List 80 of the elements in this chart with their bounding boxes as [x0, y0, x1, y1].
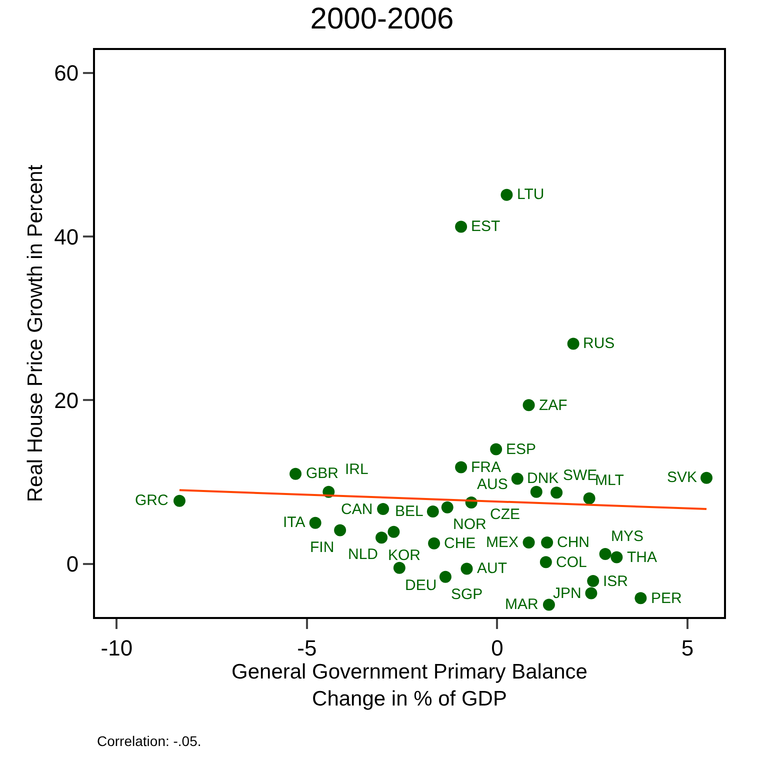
x-tick-label: -5 — [297, 635, 317, 660]
annotation: ISR — [603, 573, 628, 590]
point — [441, 501, 454, 514]
annotation: RUS — [583, 335, 615, 352]
point — [455, 220, 468, 233]
annotation: LTU — [517, 186, 544, 203]
point — [585, 587, 598, 600]
point — [309, 516, 322, 529]
x-tick-label: 0 — [491, 635, 504, 660]
point — [634, 592, 647, 604]
annotation: ZAF — [539, 397, 568, 414]
annotation: EST — [471, 218, 500, 235]
annotation: CZE — [490, 506, 520, 523]
annotation: NLD — [348, 546, 378, 563]
annotation: ESP — [506, 441, 536, 458]
x-tick-label: 5 — [681, 635, 694, 660]
point — [583, 492, 596, 504]
annotation: GRC — [135, 492, 168, 509]
point — [426, 505, 439, 518]
annotation: SGP — [451, 586, 483, 603]
point — [173, 494, 186, 507]
chart-title: 2000-2006 — [310, 2, 454, 36]
annotation: IRL — [345, 461, 368, 478]
point — [522, 536, 535, 549]
y-tick-label: 60 — [54, 60, 79, 86]
annotation: JPN — [553, 585, 582, 602]
x-tick-label: -10 — [100, 635, 133, 660]
point — [522, 399, 535, 412]
y-tick-label: 40 — [54, 224, 79, 250]
annotation: SVK — [667, 469, 698, 486]
annotation: KOR — [388, 547, 421, 564]
point — [542, 598, 555, 611]
y-tick-label: 0 — [66, 552, 79, 577]
y-axis-title: Real House Price Growth in Percent — [24, 164, 47, 502]
annotation: NOR — [453, 516, 486, 533]
point — [511, 472, 524, 485]
point — [541, 536, 554, 549]
annotation: THA — [627, 549, 657, 566]
annotation: FRA — [471, 459, 501, 476]
point — [290, 468, 302, 480]
annotation: MEX — [486, 534, 519, 551]
annotation: MLT — [595, 472, 624, 489]
point — [550, 486, 563, 499]
point — [334, 524, 346, 536]
annotation: AUS — [477, 476, 508, 493]
point — [700, 472, 712, 484]
point — [500, 188, 513, 201]
point — [428, 537, 440, 550]
point — [530, 486, 542, 498]
point — [599, 548, 612, 560]
annotation: COL — [556, 554, 587, 571]
annotation: AUT — [477, 560, 507, 577]
annotation: DNK — [527, 470, 559, 487]
point — [455, 461, 468, 474]
point — [460, 562, 473, 575]
x-axis-title: General Government Primary Balance Change in % of GDP — [232, 660, 588, 711]
point — [587, 575, 600, 587]
text: Correlation: -.05. — [97, 733, 202, 749]
annotation: CHN — [557, 534, 590, 551]
point — [540, 556, 552, 568]
annotation: MYS — [611, 528, 644, 545]
point — [377, 503, 390, 515]
y-tick-label: 20 — [54, 388, 79, 413]
annotation: CHE — [444, 535, 476, 552]
point — [376, 532, 388, 544]
annotation: SWE — [563, 467, 598, 484]
point — [490, 443, 502, 456]
annotation: PER — [651, 590, 682, 607]
annotation: GBR — [306, 465, 339, 482]
point — [388, 526, 400, 538]
annotation: DEU — [405, 577, 437, 594]
point — [567, 338, 580, 350]
annotation: CAN — [341, 501, 373, 518]
point — [393, 562, 406, 574]
annotation: ITA — [283, 514, 306, 531]
annotation: FIN — [310, 539, 334, 556]
point — [610, 551, 623, 564]
annotation: BEL — [395, 503, 424, 520]
annotation: MAR — [505, 596, 538, 613]
point — [439, 570, 452, 583]
